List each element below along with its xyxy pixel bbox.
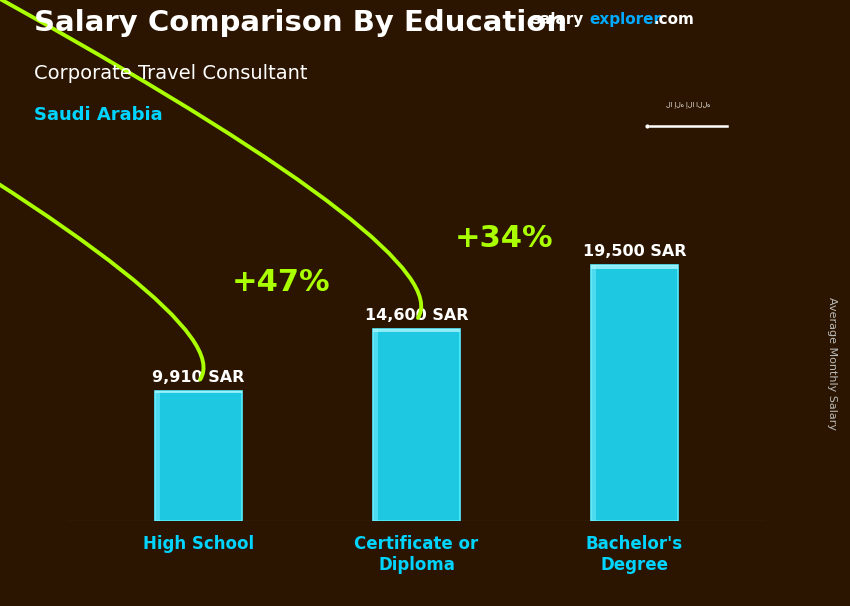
Bar bbox=[373, 330, 460, 332]
Text: Saudi Arabia: Saudi Arabia bbox=[34, 106, 162, 124]
Text: explorer: explorer bbox=[589, 12, 661, 27]
Text: 19,500 SAR: 19,500 SAR bbox=[582, 244, 686, 259]
Text: .com: .com bbox=[654, 12, 694, 27]
Bar bbox=[373, 330, 378, 521]
Bar bbox=[591, 265, 596, 521]
Text: salary: salary bbox=[531, 12, 584, 27]
Bar bbox=[591, 265, 677, 269]
Text: +47%: +47% bbox=[232, 268, 331, 297]
Bar bbox=[155, 391, 242, 521]
Bar bbox=[591, 265, 677, 521]
Bar bbox=[155, 391, 161, 521]
Text: لا إله إلا الله: لا إله إلا الله bbox=[666, 101, 711, 107]
Bar bbox=[373, 330, 460, 521]
Text: Average Monthly Salary: Average Monthly Salary bbox=[827, 297, 837, 430]
Bar bbox=[155, 391, 242, 393]
Text: Corporate Travel Consultant: Corporate Travel Consultant bbox=[34, 64, 308, 82]
Text: Salary Comparison By Education: Salary Comparison By Education bbox=[34, 9, 567, 37]
Text: +34%: +34% bbox=[454, 224, 553, 253]
Text: 9,910 SAR: 9,910 SAR bbox=[152, 370, 245, 385]
Text: 14,600 SAR: 14,600 SAR bbox=[365, 308, 468, 323]
